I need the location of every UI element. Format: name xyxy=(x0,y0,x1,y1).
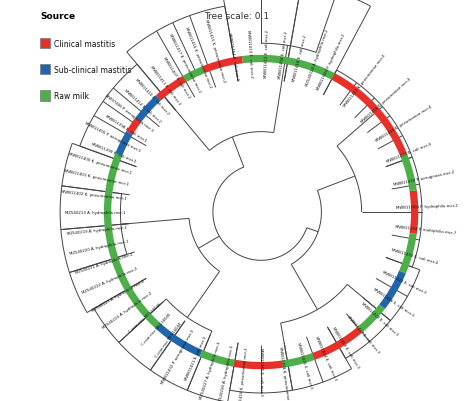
Polygon shape xyxy=(379,271,406,309)
Text: MWB11432 P. aeruginosa mcr-3: MWB11432 P. aeruginosa mcr-3 xyxy=(161,328,195,384)
Text: MWB11416 K. pneumoniae mcr-2: MWB11416 K. pneumoniae mcr-2 xyxy=(184,26,212,88)
Polygon shape xyxy=(234,360,283,369)
Text: MZ540024 A. hydrophila mcr-2: MZ540024 A. hydrophila mcr-2 xyxy=(306,28,330,86)
Polygon shape xyxy=(127,118,141,136)
Text: Sub-clinical mastitis: Sub-clinical mastitis xyxy=(54,66,131,75)
Polygon shape xyxy=(200,350,235,367)
Text: MWB11412 E. coli mcr-2: MWB11412 E. coli mcr-2 xyxy=(124,89,162,124)
Text: MWB11415 K. pneumoniae mcr-4: MWB11415 K. pneumoniae mcr-4 xyxy=(375,105,433,143)
Text: C-cow mcr MF116046: C-cow mcr MF116046 xyxy=(128,302,162,332)
FancyBboxPatch shape xyxy=(40,91,50,101)
Text: MWB11433 E. coli mcr-4: MWB11433 E. coli mcr-4 xyxy=(391,248,438,265)
Text: MWB11419 E. coli mcr-3: MWB11419 E. coli mcr-3 xyxy=(331,326,360,369)
Text: MWB11402 K. pneumoniae mcr-1: MWB11402 K. pneumoniae mcr-1 xyxy=(61,190,127,200)
Text: MZ540223 A. hydrophila mcr-2: MZ540223 A. hydrophila mcr-2 xyxy=(91,278,145,312)
Text: MWB11433 E. coli mcr-4: MWB11433 E. coli mcr-4 xyxy=(386,142,432,164)
Text: MWB11434 P. multiphilia mcr-7: MWB11434 P. multiphilia mcr-7 xyxy=(395,225,457,235)
Text: MWB11411 E. coli mcr-2: MWB11411 E. coli mcr-2 xyxy=(149,65,181,106)
Text: MWB11G04 P. hydrophila mcr-2: MWB11G04 P. hydrophila mcr-2 xyxy=(396,204,458,210)
Text: MZ540224 A. hydrophila mcr-2: MZ540224 A. hydrophila mcr-2 xyxy=(101,290,153,329)
Text: MWB11424 E. coli mcr-3: MWB11424 E. coli mcr-3 xyxy=(314,335,337,381)
Polygon shape xyxy=(104,154,161,329)
Text: MWB11404 E. coli mcr-2: MWB11404 E. coli mcr-2 xyxy=(278,31,289,79)
Text: Source: Source xyxy=(40,12,75,21)
Text: MWB11398 E. coli mcr-1: MWB11398 E. coli mcr-1 xyxy=(105,114,147,143)
Text: MZ540222 A. hydrophila mcr-2: MZ540222 A. hydrophila mcr-2 xyxy=(82,265,138,294)
Text: MWB11G04 P. hydrophila mcr-2: MWB11G04 P. hydrophila mcr-2 xyxy=(317,33,346,91)
Polygon shape xyxy=(136,96,161,123)
Text: MWB11400 K. pneumoniae mcr-1: MWB11400 K. pneumoniae mcr-1 xyxy=(68,152,132,175)
Text: MZ540220 A. hydrophila mcr-1: MZ540220 A. hydrophila mcr-1 xyxy=(69,239,129,255)
Text: MWB11428 K. pneumoniae mcr-3: MWB11428 K. pneumoniae mcr-3 xyxy=(278,346,291,401)
Text: MWB11425 E. coli mcr-3: MWB11425 E. coli mcr-3 xyxy=(297,342,313,389)
Text: MWB11445 E. coli mcr-3: MWB11445 E. coli mcr-3 xyxy=(259,348,263,395)
Text: MWB11416 K. pneumoniae mcr-3: MWB11416 K. pneumoniae mcr-3 xyxy=(238,346,249,401)
Text: MWB11434 P. aeruginosa mcr-2: MWB11434 P. aeruginosa mcr-2 xyxy=(393,170,455,186)
Text: MWB11426 E. coli mcr-3: MWB11426 E. coli mcr-3 xyxy=(372,286,414,316)
Text: MZ540219 A. hydrophila mcr-1: MZ540219 A. hydrophila mcr-1 xyxy=(66,225,127,235)
Polygon shape xyxy=(282,353,315,368)
Text: MWB11421 E. coli mcr-3: MWB11421 E. coli mcr-3 xyxy=(185,335,208,381)
Polygon shape xyxy=(156,324,202,357)
Text: Clinical mastitis: Clinical mastitis xyxy=(54,40,115,49)
Text: MWB11412 E. coli mcr-2: MWB11412 E. coli mcr-2 xyxy=(264,30,270,78)
Polygon shape xyxy=(115,132,133,156)
Polygon shape xyxy=(242,56,335,81)
Text: MZ540226 A. hydrophila mcr-3: MZ540226 A. hydrophila mcr-3 xyxy=(219,344,235,401)
Polygon shape xyxy=(182,67,205,83)
Text: MZ540227 A. hydrophila mcr-3: MZ540227 A. hydrophila mcr-3 xyxy=(199,340,221,399)
Text: Tree scale: 0.1: Tree scale: 0.1 xyxy=(204,12,270,21)
Text: MZ540221 A. hydrophila mcr-2: MZ540221 A. hydrophila mcr-2 xyxy=(74,252,133,275)
Text: C-cow mcr MF116045: C-cow mcr MF116045 xyxy=(141,312,172,346)
Text: MWB11422 E. coli mcr-3: MWB11422 E. coli mcr-3 xyxy=(360,302,399,336)
Polygon shape xyxy=(312,327,362,360)
Text: MWB11407 E. coli mcr-2: MWB11407 E. coli mcr-2 xyxy=(162,57,191,99)
Text: MWB11423 E. coli mcr-3: MWB11423 E. coli mcr-3 xyxy=(382,270,427,294)
Text: MWB11399 E. coli mcr-1: MWB11399 E. coli mcr-1 xyxy=(91,142,137,164)
Polygon shape xyxy=(410,191,419,234)
Text: MWB11418 E. coli mcr-2: MWB11418 E. coli mcr-2 xyxy=(292,34,308,82)
Polygon shape xyxy=(400,154,417,192)
Text: MWB11427 E. coli mcr-3: MWB11427 E. coli mcr-3 xyxy=(346,315,381,354)
Text: MWB11401 K. pneumoniae mcr-1: MWB11401 K. pneumoniae mcr-1 xyxy=(64,169,129,186)
Polygon shape xyxy=(399,233,417,274)
Text: MWB11410 E. coli mcr-2: MWB11410 E. coli mcr-2 xyxy=(135,77,170,115)
Text: C-cow mcr MF116044: C-cow mcr MF116044 xyxy=(155,320,183,357)
Text: MWB11414 E. coli mcr-2: MWB11414 E. coli mcr-2 xyxy=(228,32,239,80)
Text: MWB11415 K. pneumoniae mcr-2: MWB11415 K. pneumoniae mcr-2 xyxy=(204,19,226,83)
Text: MWB11416 K. pneumoniae mcr-4: MWB11416 K. pneumoniae mcr-4 xyxy=(360,77,412,124)
Polygon shape xyxy=(331,74,407,156)
FancyBboxPatch shape xyxy=(40,39,50,49)
Polygon shape xyxy=(156,77,186,101)
Polygon shape xyxy=(202,57,243,74)
Text: MW97406 P. aeruginosa mcr-1: MW97406 P. aeruginosa mcr-1 xyxy=(104,94,154,133)
Text: Raw milk: Raw milk xyxy=(54,92,89,101)
Polygon shape xyxy=(357,305,385,333)
Text: MWB11405 P. aeruginosa mcr-1: MWB11405 P. aeruginosa mcr-1 xyxy=(84,122,141,153)
FancyBboxPatch shape xyxy=(40,65,50,75)
Text: MWB11417 K. pneumoniae mcr-4: MWB11417 K. pneumoniae mcr-4 xyxy=(343,53,386,107)
Text: MWB11417 K. pneumoniae mcr-2: MWB11417 K. pneumoniae mcr-2 xyxy=(168,33,201,93)
Text: MZ540213 A. hydrophila mcr-1: MZ540213 A. hydrophila mcr-1 xyxy=(65,211,126,215)
Text: MWB11413 E. coli mcr-2: MWB11413 E. coli mcr-2 xyxy=(246,30,254,78)
